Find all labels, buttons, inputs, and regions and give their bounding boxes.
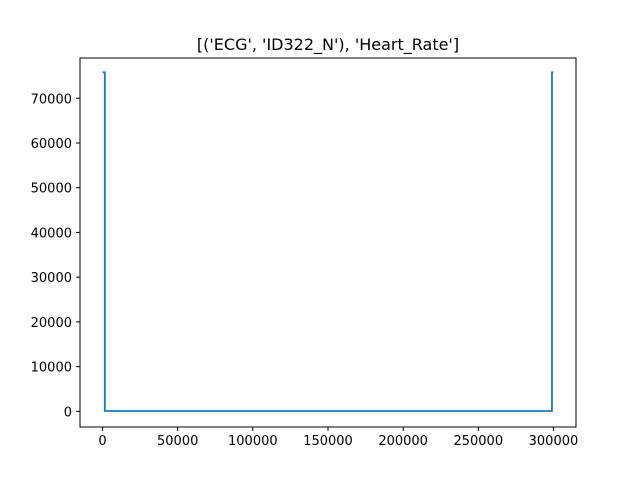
x-tick-label: 200000 (378, 434, 428, 449)
x-axis: 0 50000 100000 150000 200000 250000 300000 (98, 427, 578, 449)
y-tick-label: 0 (64, 405, 72, 420)
y-tick-label: 70000 (31, 92, 72, 107)
x-tick-label: 100000 (228, 434, 278, 449)
y-axis: 0 10000 20000 30000 40000 50000 60000 70000 (31, 92, 80, 420)
series-line-0 (102, 71, 554, 412)
y-tick-label: 10000 (31, 361, 72, 376)
plot-lines (102, 71, 554, 412)
x-tick-label: 50000 (157, 434, 198, 449)
y-tick-label: 40000 (31, 226, 72, 241)
x-tick-label: 250000 (453, 434, 503, 449)
x-tick-label: 300000 (529, 434, 579, 449)
x-tick-label: 0 (98, 434, 106, 449)
axes-frame (79, 57, 577, 428)
y-tick-label: 20000 (31, 316, 72, 331)
chart-title: [('ECG', 'ID322_N'), 'Heart_Rate'] (197, 35, 459, 55)
y-tick-label: 30000 (31, 271, 72, 286)
y-tick-label: 60000 (31, 137, 72, 152)
x-tick-label: 150000 (303, 434, 353, 449)
y-tick-label: 50000 (31, 182, 72, 197)
